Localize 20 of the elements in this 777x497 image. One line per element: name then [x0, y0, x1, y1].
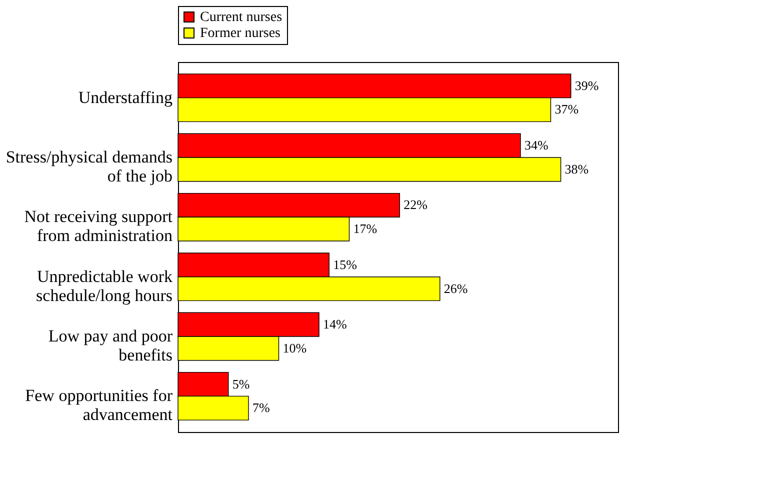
y-tick-label: Understaffing — [78, 88, 173, 107]
data-label: 26% — [444, 280, 468, 296]
data-label: 22% — [404, 197, 428, 212]
data-label: 10% — [282, 340, 307, 356]
y-tick-label: Unpredictable work schedule/long hours — [36, 266, 173, 305]
data-label: 34% — [524, 138, 548, 153]
y-tick-label: Low pay and poor benefits — [48, 326, 173, 365]
data-label: 37% — [554, 102, 579, 117]
legend-label: Current nurses — [200, 10, 282, 25]
y-tick-label: Stress/physical demands of the job — [6, 147, 172, 186]
legend-label: Former nurses — [200, 26, 280, 41]
data-label: 38% — [564, 161, 589, 176]
data-label: 5% — [232, 376, 250, 392]
data-label: 39% — [574, 78, 599, 93]
data-label: 14% — [323, 316, 348, 332]
data-label: 7% — [252, 400, 270, 416]
y-tick-label: Few opportunities for advancement — [25, 386, 173, 424]
data-label: 17% — [353, 221, 378, 236]
y-tick-label: Not receiving support from administration — [24, 207, 173, 246]
data-label: 15% — [333, 256, 358, 272]
